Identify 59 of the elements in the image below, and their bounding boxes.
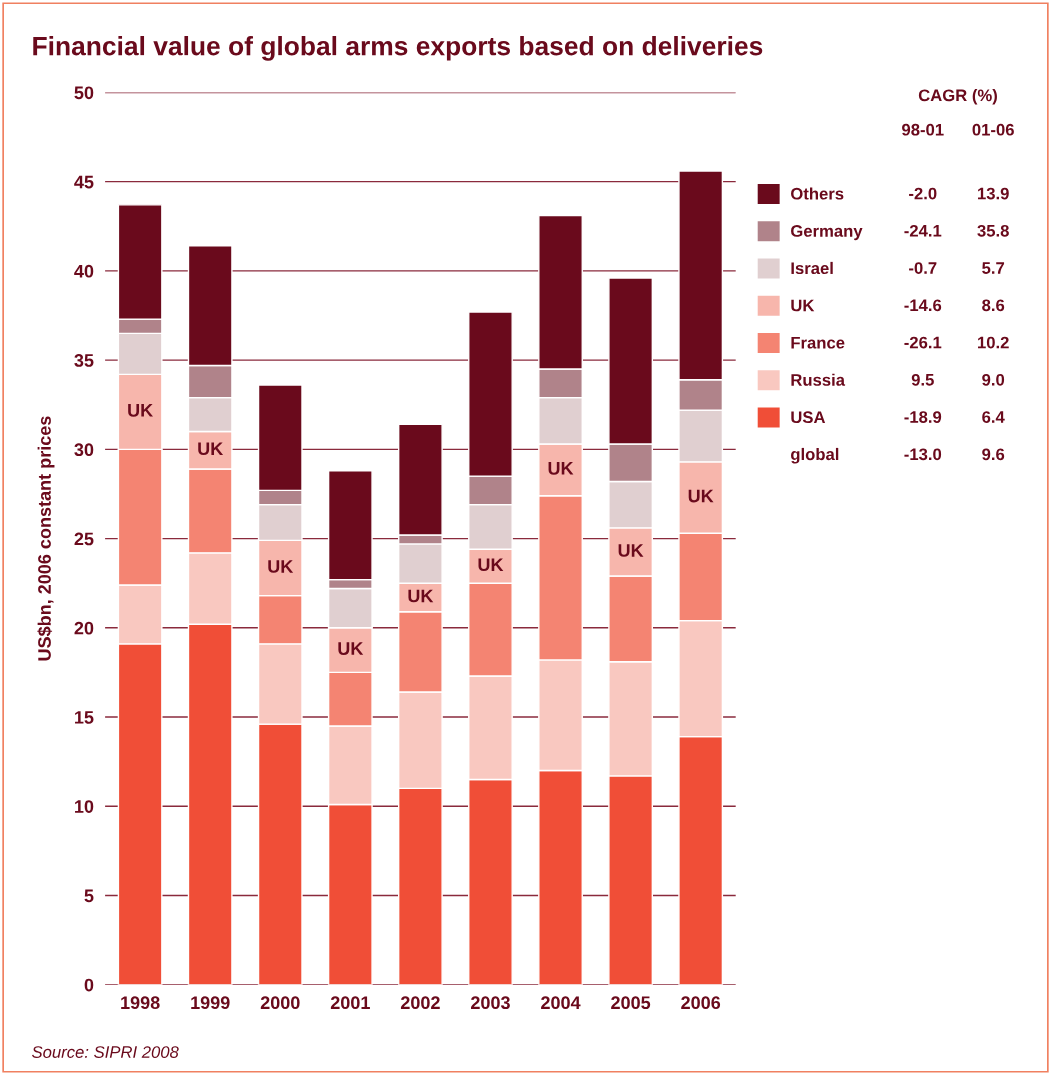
- text: -0.7: [909, 262, 937, 274]
- text: -26.1: [904, 336, 942, 349]
- legend-label: USA: [791, 411, 826, 424]
- text: -13.0: [904, 448, 942, 461]
- x-tick-label: 2003: [471, 996, 510, 1010]
- y-tick-label: 50: [74, 86, 94, 100]
- text: 13.9: [978, 187, 1009, 200]
- legend-label: Israel: [791, 261, 833, 275]
- y-tick-label: 20: [74, 621, 94, 635]
- text: 9.0: [982, 373, 1005, 386]
- y-tick-label: 40: [74, 264, 94, 278]
- y-tick-label: 45: [74, 175, 94, 189]
- x-tick-label: 1998: [121, 996, 160, 1010]
- text: 9.6: [982, 448, 1005, 461]
- x-tick-label: 2006: [681, 996, 721, 1010]
- x-tick-label: 2004: [541, 996, 581, 1010]
- text: -18.9: [904, 411, 942, 423]
- data-label: UK: [268, 560, 294, 573]
- y-tick-label: 5: [84, 889, 94, 903]
- x-tick-label: 2005: [611, 996, 651, 1010]
- data-label: UK: [338, 642, 364, 655]
- y-tick-label: 35: [74, 354, 94, 367]
- text: -2.0: [909, 187, 937, 200]
- text: 6.4: [982, 411, 1005, 423]
- data-label: UK: [408, 589, 434, 603]
- x-tick-label: 2002: [400, 996, 440, 1010]
- text: CAGR (%): [918, 88, 997, 105]
- legend-label: UK: [791, 299, 815, 312]
- y-tick-label: 15: [75, 711, 94, 724]
- chart-title: Financial value of global arms exports based on deliveries: [33, 36, 763, 61]
- y-tick-label: 25: [74, 532, 94, 546]
- text: 8.6: [982, 299, 1005, 312]
- y-tick-label: 30: [74, 443, 94, 457]
- y-axis-title: US$bn, 2006 constant prices: [37, 416, 55, 661]
- text: global: [791, 447, 839, 464]
- data-label: UK: [478, 558, 504, 572]
- x-tick-label: 2000: [260, 996, 300, 1010]
- text: 9.5: [911, 373, 934, 386]
- legend-label: Germany: [791, 225, 863, 241]
- data-label: UK: [618, 544, 644, 557]
- text: 01-06: [972, 123, 1014, 136]
- data-label: UK: [198, 442, 224, 456]
- text: 10.2: [978, 336, 1009, 349]
- x-tick-label: 1999: [191, 996, 230, 1010]
- data-label: UK: [548, 462, 574, 475]
- source-note: Source: SIPRI 2008: [32, 1046, 179, 1058]
- x-tick-label: 2001: [330, 996, 370, 1010]
- data-label: UK: [128, 404, 154, 417]
- text: 35.8: [977, 224, 1009, 237]
- text: 98-01: [902, 123, 944, 136]
- text: 5.7: [982, 262, 1005, 274]
- text: -24.1: [904, 224, 942, 237]
- y-tick-label: 0: [84, 978, 94, 992]
- legend-label: Others: [791, 187, 844, 200]
- y-tick-label: 10: [75, 800, 94, 813]
- legend-label: France: [791, 336, 845, 349]
- text: -14.6: [904, 299, 942, 312]
- data-label: UK: [688, 489, 714, 503]
- legend-label: Russia: [791, 373, 846, 386]
